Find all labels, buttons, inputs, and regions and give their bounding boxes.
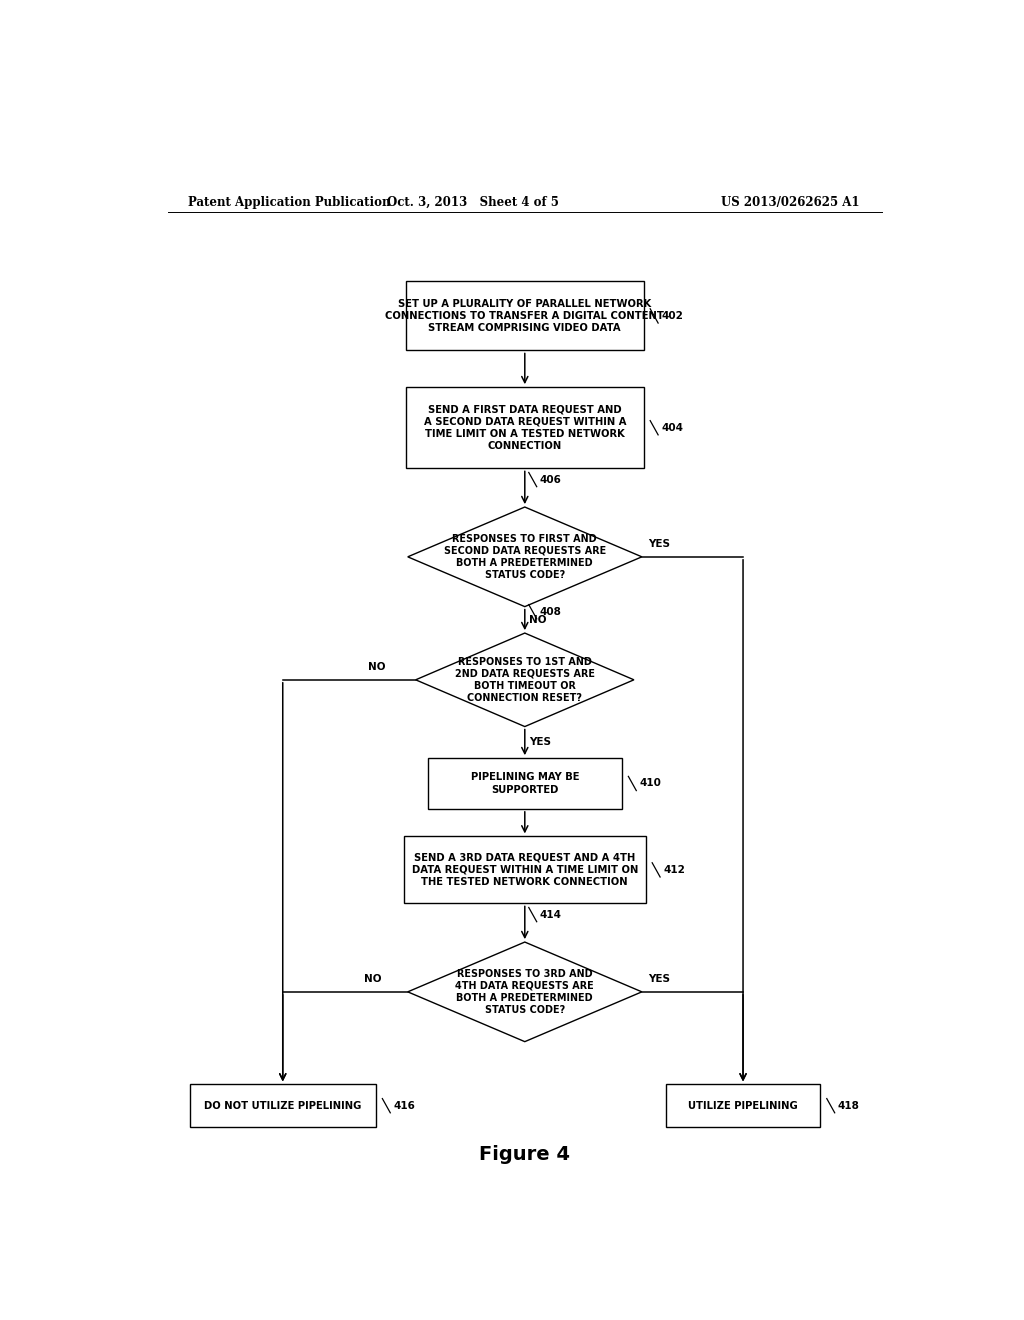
FancyBboxPatch shape <box>189 1084 376 1127</box>
Text: RESPONSES TO FIRST AND
SECOND DATA REQUESTS ARE
BOTH A PREDETERMINED
STATUS CODE: RESPONSES TO FIRST AND SECOND DATA REQUE… <box>443 533 606 579</box>
Text: YES: YES <box>648 974 670 983</box>
Text: YES: YES <box>648 539 670 549</box>
FancyBboxPatch shape <box>406 387 644 469</box>
Polygon shape <box>416 634 634 726</box>
Text: 408: 408 <box>540 607 562 616</box>
Text: DO NOT UTILIZE PIPELINING: DO NOT UTILIZE PIPELINING <box>204 1101 361 1110</box>
Polygon shape <box>408 507 642 607</box>
Text: Figure 4: Figure 4 <box>479 1144 570 1164</box>
Text: 406: 406 <box>540 475 562 484</box>
Polygon shape <box>408 942 642 1041</box>
Text: YES: YES <box>528 738 551 747</box>
Text: RESPONSES TO 3RD AND
4TH DATA REQUESTS ARE
BOTH A PREDETERMINED
STATUS CODE?: RESPONSES TO 3RD AND 4TH DATA REQUESTS A… <box>456 969 594 1015</box>
Text: 402: 402 <box>662 312 683 321</box>
Text: 412: 412 <box>664 865 685 875</box>
Text: SEND A 3RD DATA REQUEST AND A 4TH
DATA REQUEST WITHIN A TIME LIMIT ON
THE TESTED: SEND A 3RD DATA REQUEST AND A 4TH DATA R… <box>412 853 638 887</box>
Text: US 2013/0262625 A1: US 2013/0262625 A1 <box>721 195 860 209</box>
FancyBboxPatch shape <box>403 837 646 903</box>
Text: 418: 418 <box>838 1101 860 1110</box>
Text: PIPELINING MAY BE
SUPPORTED: PIPELINING MAY BE SUPPORTED <box>471 772 579 795</box>
Text: UTILIZE PIPELINING: UTILIZE PIPELINING <box>688 1101 798 1110</box>
Text: 410: 410 <box>639 779 662 788</box>
Text: Oct. 3, 2013   Sheet 4 of 5: Oct. 3, 2013 Sheet 4 of 5 <box>387 195 559 209</box>
Text: Patent Application Publication: Patent Application Publication <box>187 195 390 209</box>
FancyBboxPatch shape <box>428 758 622 809</box>
Text: NO: NO <box>368 661 386 672</box>
FancyBboxPatch shape <box>406 281 644 351</box>
Text: RESPONSES TO 1ST AND
2ND DATA REQUESTS ARE
BOTH TIMEOUT OR
CONNECTION RESET?: RESPONSES TO 1ST AND 2ND DATA REQUESTS A… <box>455 657 595 702</box>
Text: 416: 416 <box>393 1101 416 1110</box>
FancyBboxPatch shape <box>666 1084 820 1127</box>
Text: SET UP A PLURALITY OF PARALLEL NETWORK
CONNECTIONS TO TRANSFER A DIGITAL CONTENT: SET UP A PLURALITY OF PARALLEL NETWORK C… <box>385 298 665 334</box>
Text: 414: 414 <box>540 909 562 920</box>
Text: NO: NO <box>365 974 382 983</box>
Text: NO: NO <box>528 615 546 624</box>
Text: 404: 404 <box>662 422 683 433</box>
Text: SEND A FIRST DATA REQUEST AND
A SECOND DATA REQUEST WITHIN A
TIME LIMIT ON A TES: SEND A FIRST DATA REQUEST AND A SECOND D… <box>424 404 626 451</box>
